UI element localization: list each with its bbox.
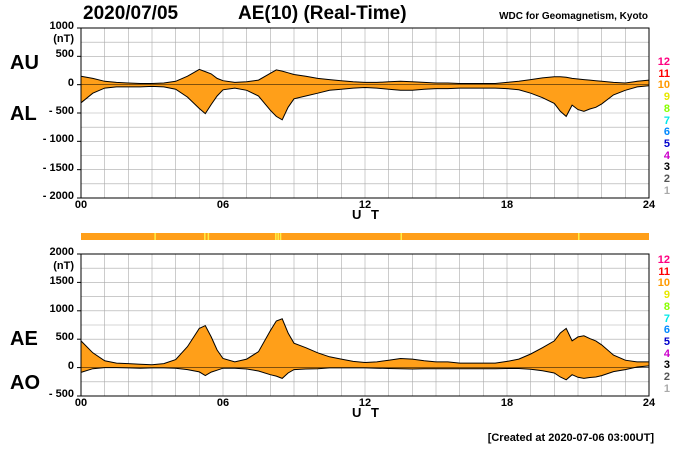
panel2-xtick: 00	[74, 397, 88, 409]
panel2-ytick: 0	[67, 360, 74, 372]
panel1-xtick: 00	[74, 199, 88, 211]
legend-item-4: 4	[663, 347, 670, 360]
legend-item-11: 11	[658, 67, 670, 80]
activity-bar	[81, 233, 649, 240]
panel1-ytick: - 1000	[42, 133, 74, 145]
activity-stripe	[279, 233, 282, 240]
panel1-ytick: - 1500	[42, 162, 74, 174]
legend-item-6: 6	[663, 126, 670, 139]
panel1-xtick: 18	[500, 199, 514, 211]
legend-item-8: 8	[663, 102, 670, 115]
legend-item-3: 3	[663, 161, 670, 174]
activity-stripe	[154, 233, 156, 240]
panel2-ytick: - 500	[48, 388, 74, 400]
panel1-xtick: 24	[642, 199, 656, 211]
panel2-xtick: 18	[500, 397, 514, 409]
panel2-lower-label: AO	[10, 372, 40, 394]
panel1-ytick: - 500	[48, 105, 74, 117]
legend-item-5: 5	[663, 335, 670, 348]
legend-item-10: 10	[657, 277, 670, 290]
activity-stripe	[578, 233, 580, 240]
legend-item-9: 9	[663, 91, 670, 104]
panel1-ytick: - 2000	[42, 190, 74, 202]
panel2-xlabel: U T	[352, 405, 382, 420]
legend-item-7: 7	[663, 114, 670, 127]
area-fill	[81, 318, 649, 380]
activity-stripe	[400, 233, 402, 240]
panel2-ytick: 500	[55, 331, 74, 343]
series-line-AL	[80, 85, 650, 121]
legend-item-1: 1	[663, 184, 670, 197]
panel2-ytick: 1000	[49, 303, 74, 315]
activity-stripe	[204, 233, 206, 240]
panel2-unit: (nT)	[53, 260, 74, 272]
legend-item-7: 7	[663, 312, 670, 325]
area-fill	[81, 69, 649, 120]
series-line-AU	[80, 68, 650, 84]
panel2-upper-label: AE	[10, 328, 38, 350]
activity-stripe	[277, 233, 279, 240]
legend-item-6: 6	[663, 324, 670, 337]
data-source: WDC for Geomagnetism, Kyoto	[499, 11, 648, 22]
panel2-frame	[80, 253, 650, 397]
panel1-lower-label: AL	[10, 103, 37, 125]
panel2-xtick: 12	[358, 397, 372, 409]
panel2-xtick: 06	[216, 397, 230, 409]
series-line-AE	[80, 318, 649, 366]
chart-title: AE(10) (Real-Time)	[238, 3, 407, 24]
panel1-grid	[77, 27, 649, 199]
legend-item-2: 2	[663, 371, 670, 383]
activity-stripe	[275, 233, 277, 240]
legend-item-11: 11	[658, 265, 670, 278]
panel1-unit: (nT)	[53, 33, 74, 45]
legend-item-8: 8	[663, 300, 670, 313]
panel1-area	[80, 68, 650, 121]
panel1-xtick: 12	[358, 199, 372, 211]
panel1-xtick: 06	[216, 199, 230, 211]
panel1-ytick: 1000	[49, 20, 74, 32]
activity-bar-stripes	[154, 233, 580, 240]
panel1-xlabel: U T	[352, 207, 382, 222]
panel2-ytick: 2000	[49, 246, 74, 258]
chart-date: 2020/07/05	[83, 3, 179, 24]
panel2-xtick: 24	[642, 397, 656, 409]
panel2-area	[80, 318, 650, 381]
legend-item-3: 3	[663, 359, 670, 372]
panel2-ytick: 1500	[49, 275, 74, 287]
legend-item-2: 2	[663, 173, 670, 185]
activity-stripe	[207, 233, 210, 240]
legend-item-10: 10	[657, 79, 670, 92]
legend-item-5: 5	[663, 137, 670, 150]
legend-item-1: 1	[663, 382, 670, 395]
legend-item-12: 12	[657, 56, 670, 68]
panel1-frame	[80, 27, 650, 199]
legend-item-12: 12	[657, 254, 670, 266]
created-timestamp: [Created at 2020-07-06 03:00UT]	[487, 432, 654, 444]
legend-item-4: 4	[663, 149, 670, 162]
series-line-AO	[80, 365, 650, 381]
legend-item-9: 9	[663, 289, 670, 302]
panel1-upper-label: AU	[10, 52, 39, 74]
panel1-ytick: 500	[55, 48, 74, 60]
panel1-ytick: 0	[67, 77, 74, 89]
